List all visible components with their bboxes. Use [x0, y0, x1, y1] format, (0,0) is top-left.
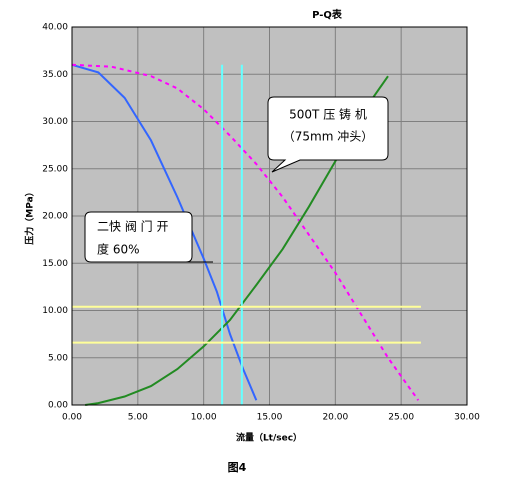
x-tick-label: 10.00	[191, 413, 217, 423]
lines	[71, 63, 421, 406]
x-tick-label: 0.00	[62, 413, 82, 423]
y-tick-label: 20.00	[42, 212, 68, 222]
series-line	[85, 75, 389, 406]
y-tick-label: 40.00	[42, 23, 68, 33]
callout-text: （75mm 冲头）	[283, 129, 373, 144]
caption: 图4	[228, 461, 247, 474]
y-tick-label: 35.00	[42, 70, 68, 80]
y-tick-label: 25.00	[42, 164, 68, 174]
y-axis-label: 压力（MPa）	[24, 187, 36, 244]
callout-text: 度 60%	[97, 242, 140, 257]
callout-box	[267, 96, 389, 173]
x-tick-label: 20.00	[322, 413, 348, 423]
x-tick-label: 25.00	[388, 413, 414, 423]
x-tick-label: 15.00	[257, 413, 283, 423]
callout-text: 500T 压 铸 机	[289, 107, 367, 122]
callouts: 500T 压 铸 机 （75mm 冲头） 二快 阀 门 开 度 60%	[84, 96, 389, 263]
series-line	[71, 63, 420, 401]
chart-title: P-Q表	[312, 8, 343, 21]
x-axis-label: 流量（Lt/sec）	[236, 432, 302, 444]
x-tick-label: 5.00	[128, 413, 148, 423]
x-tick-label: 30.00	[454, 413, 480, 423]
callout-text: 二快 阀 门 开	[97, 219, 168, 234]
y-tick-label: 0.00	[48, 401, 68, 411]
y-tick-label: 10.00	[42, 306, 68, 316]
y-tick-label: 30.00	[42, 117, 68, 127]
plot-border	[71, 26, 468, 406]
y-tick-label: 5.00	[48, 353, 68, 363]
callout-box	[84, 211, 213, 263]
y-tick-label: 15.00	[42, 259, 68, 269]
